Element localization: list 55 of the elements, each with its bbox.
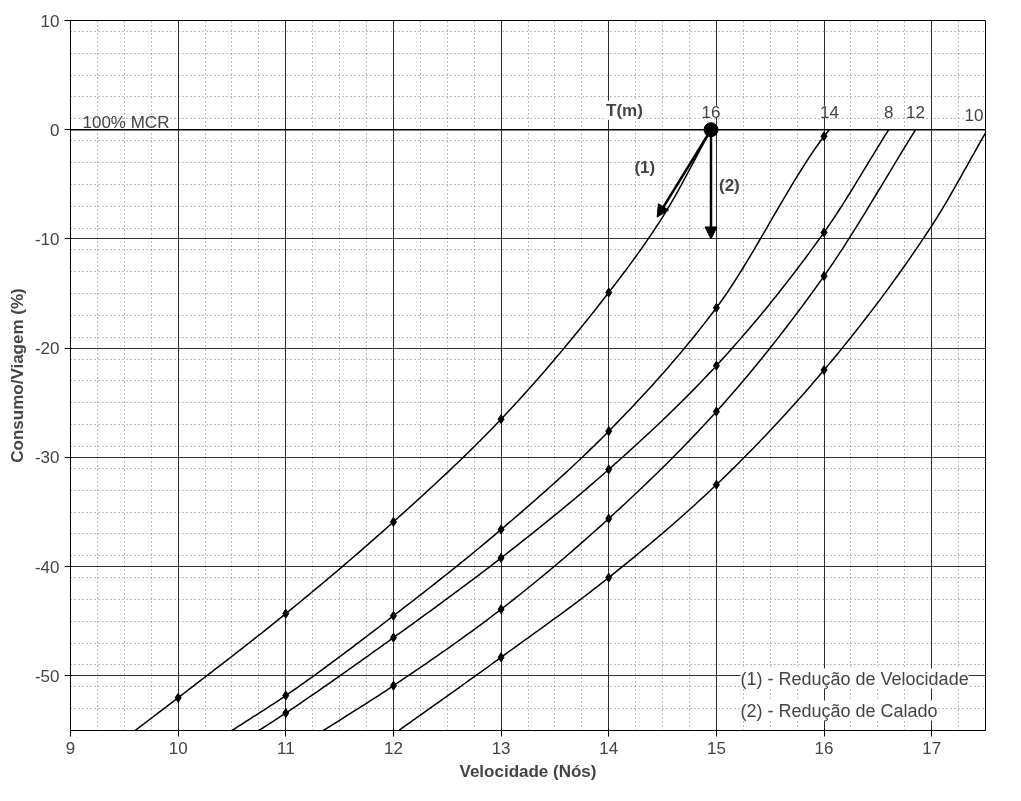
series-label: 16 [701,102,721,122]
point [605,464,613,475]
annotation: (1) - Redução de Velocidade [740,668,969,689]
annotation: (2) - Redução de Calado [740,700,938,721]
point [389,680,397,691]
point [820,131,828,142]
point [605,426,613,437]
x-tick-label: 13 [491,738,511,758]
point [282,690,290,701]
point [712,406,720,417]
point [282,608,290,619]
point [820,227,828,238]
annotation: (2) [719,175,740,195]
point [712,479,720,490]
point [820,271,828,282]
point [497,552,505,563]
point [605,572,613,583]
y-tick-label: -50 [34,666,60,686]
x-tick-label: 17 [922,738,942,758]
y-tick-label: 0 [50,120,60,140]
point [497,414,505,425]
point [389,610,397,621]
annotation: T(m) [606,100,643,120]
x-axis-title: Velocidade (Nós) [459,761,597,781]
point [605,513,613,524]
y-axis-title: Consumo/Viagem (%) [7,288,27,463]
point [389,632,397,643]
x-tick-label: 11 [276,738,295,758]
y-tick-label: -10 [34,229,60,249]
point [820,365,828,376]
point [712,302,720,313]
point [282,708,290,719]
x-tick-label: 16 [814,738,834,758]
annotation: (1) [634,158,656,178]
point [712,360,720,371]
x-tick-label: 9 [65,738,76,758]
series-label: 8 [883,102,894,122]
series-label: 10 [964,106,984,126]
point [389,516,397,527]
point [497,524,505,535]
y-tick-label: -20 [34,339,60,359]
y-tick-label: 10 [40,11,60,31]
series-label: 12 [906,102,925,122]
ref-line-label: 100% MCR [82,112,170,132]
x-tick-label: 12 [383,738,403,758]
point [497,604,505,615]
x-tick-label: 15 [706,738,726,758]
y-tick-label: -40 [34,557,60,577]
series-label: 14 [819,102,839,122]
point [605,287,613,298]
point [174,692,182,703]
point [497,652,505,663]
x-tick-label: 10 [168,738,188,758]
x-tick-label: 14 [599,738,619,758]
y-tick-label: -30 [34,448,60,468]
